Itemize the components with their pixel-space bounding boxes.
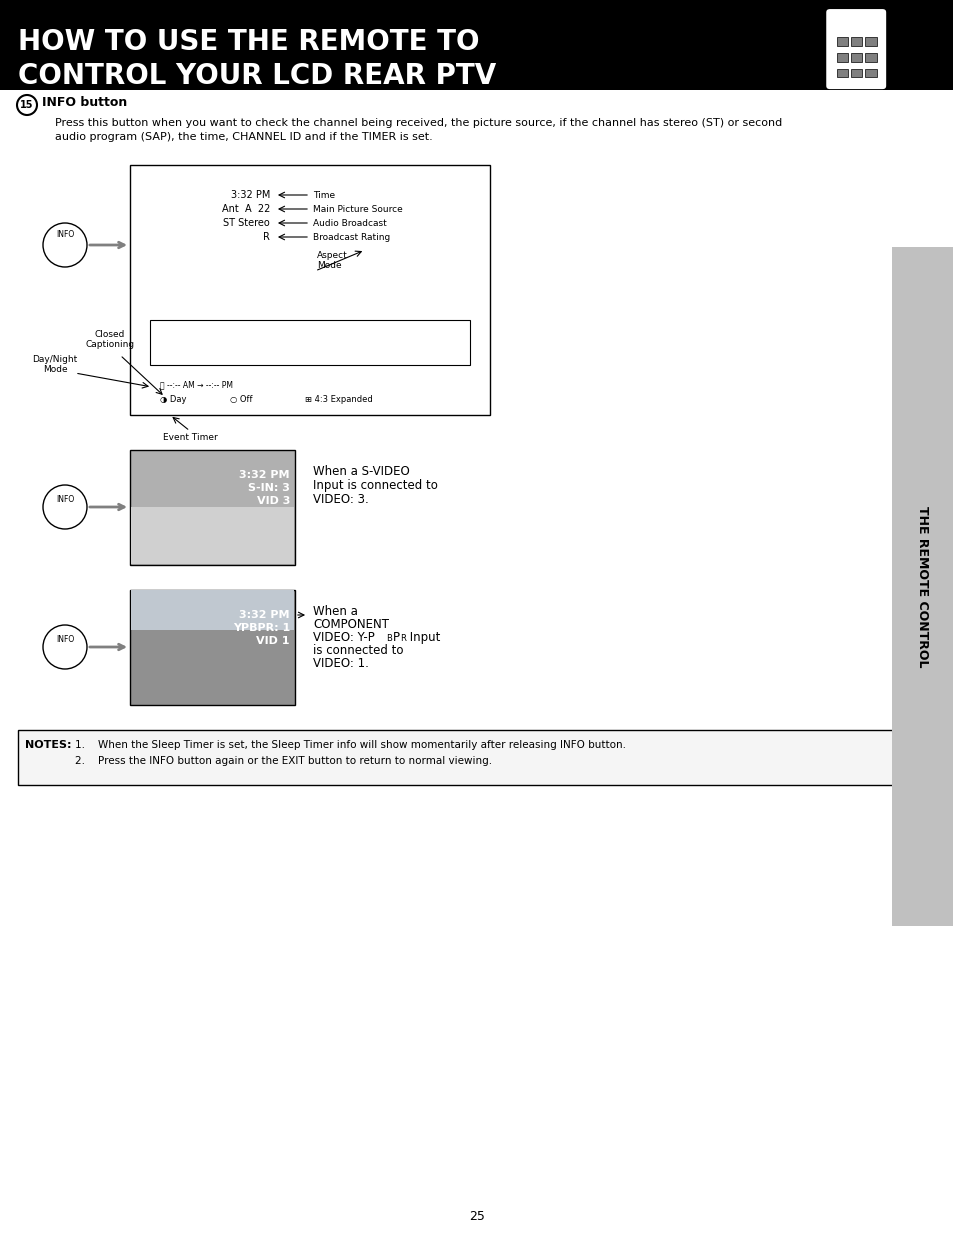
Text: ⊞ 4:3 Expanded: ⊞ 4:3 Expanded (305, 395, 373, 404)
Bar (150, 320, 470, 366)
Bar (131, 590, 294, 630)
Text: Input is connected to: Input is connected to (313, 479, 437, 492)
Text: YPBPR: 1: YPBPR: 1 (233, 622, 290, 634)
Text: Aspect
Mode: Aspect Mode (316, 251, 348, 270)
Text: ◑ Day: ◑ Day (160, 395, 186, 404)
Text: When a: When a (313, 605, 357, 618)
Bar (836, 37, 847, 46)
Text: 3:32 PM: 3:32 PM (239, 471, 290, 480)
Text: P: P (393, 631, 399, 643)
Text: CONTROL YOUR LCD REAR PTV: CONTROL YOUR LCD REAR PTV (18, 62, 496, 90)
Text: Time: Time (313, 190, 335, 200)
Bar (18, 730, 897, 785)
Text: Ant  A  22: Ant A 22 (221, 204, 270, 214)
Text: COMPONENT: COMPONENT (313, 618, 389, 631)
Text: 2.    Press the INFO button again or the EXIT button to return to normal viewing: 2. Press the INFO button again or the EX… (75, 756, 492, 766)
Text: Closed
Captioning: Closed Captioning (86, 330, 134, 350)
Text: VIDEO: Y-P: VIDEO: Y-P (313, 631, 375, 643)
Text: VID 1: VID 1 (256, 636, 290, 646)
Bar (864, 53, 876, 62)
Text: 3:32 PM: 3:32 PM (231, 190, 270, 200)
Bar (864, 37, 876, 46)
Text: S-IN: 3: S-IN: 3 (248, 483, 290, 493)
Text: Broadcast Rating: Broadcast Rating (313, 232, 390, 242)
Text: R: R (263, 232, 270, 242)
Bar (130, 165, 490, 415)
Text: B: B (386, 634, 392, 643)
Text: HOW TO USE THE REMOTE TO: HOW TO USE THE REMOTE TO (18, 28, 479, 56)
Text: INFO button: INFO button (42, 96, 127, 110)
Text: R: R (399, 634, 405, 643)
Text: VIDEO: 1.: VIDEO: 1. (313, 657, 369, 671)
Bar (864, 69, 876, 77)
Text: 25: 25 (469, 1210, 484, 1223)
Bar (131, 508, 294, 564)
Bar (836, 69, 847, 77)
Text: is connected to: is connected to (313, 643, 403, 657)
Text: NOTES:: NOTES: (25, 740, 71, 750)
Text: 1.    When the Sleep Timer is set, the Sleep Timer info will show momentarily af: 1. When the Sleep Timer is set, the Slee… (75, 740, 625, 750)
Text: ⏰ --:-- AM → --:-- PM: ⏰ --:-- AM → --:-- PM (160, 380, 233, 389)
Text: ○ Off: ○ Off (230, 395, 253, 404)
Bar (850, 37, 862, 46)
Text: Event Timer: Event Timer (162, 433, 217, 442)
Text: Input: Input (406, 631, 440, 643)
Bar (836, 53, 847, 62)
Text: VID 3: VID 3 (256, 496, 290, 506)
Text: audio program (SAP), the time, CHANNEL ID and if the TIMER is set.: audio program (SAP), the time, CHANNEL I… (55, 132, 433, 142)
Bar (130, 450, 294, 564)
Text: THE REMOTE CONTROL: THE REMOTE CONTROL (916, 506, 928, 667)
Text: INFO: INFO (56, 230, 74, 240)
Text: VIDEO: 3.: VIDEO: 3. (313, 493, 369, 506)
Text: Press this button when you want to check the channel being received, the picture: Press this button when you want to check… (55, 119, 781, 128)
Text: Main Picture Source: Main Picture Source (313, 205, 402, 214)
FancyBboxPatch shape (0, 0, 953, 90)
Text: Audio Broadcast: Audio Broadcast (313, 219, 386, 227)
Text: 15: 15 (20, 100, 33, 110)
Text: INFO: INFO (56, 635, 74, 643)
Bar (130, 590, 294, 705)
Text: When a S-VIDEO: When a S-VIDEO (313, 466, 410, 478)
Text: 3:32 PM: 3:32 PM (239, 610, 290, 620)
Text: Day/Night
Mode: Day/Night Mode (32, 354, 77, 374)
FancyBboxPatch shape (824, 7, 886, 90)
Bar (850, 69, 862, 77)
Text: INFO: INFO (56, 495, 74, 504)
Bar (850, 53, 862, 62)
Text: ST Stereo: ST Stereo (223, 219, 270, 228)
